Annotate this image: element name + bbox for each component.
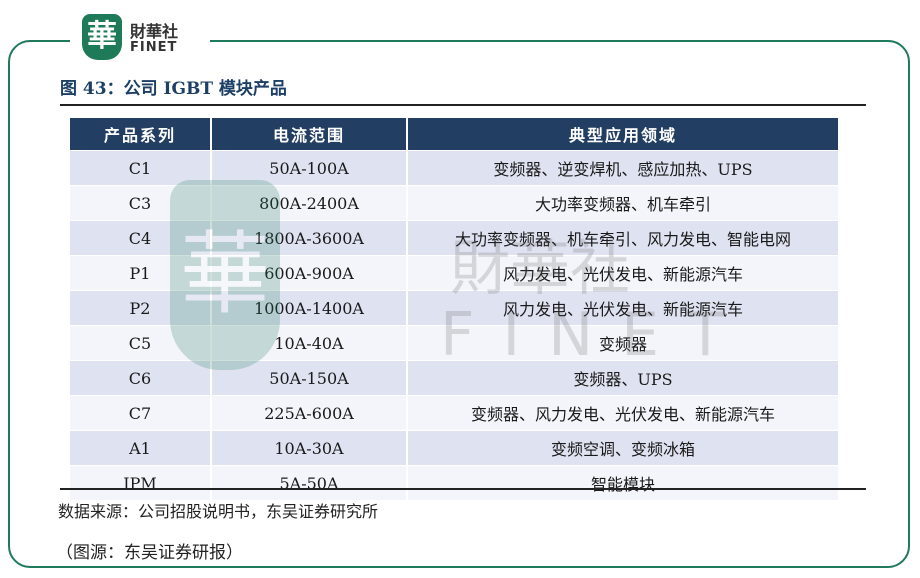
- table-row: P1 600A-900A 风力发电、光伏发电、新能源汽车: [70, 255, 838, 291]
- cell-applications: 大功率变频器、机车牵引、风力发电、智能电网: [407, 220, 838, 256]
- bottom-rule: [60, 488, 866, 490]
- table-row: C1 50A-100A 变频器、逆变焊机、感应加热、UPS: [70, 150, 838, 186]
- header-current-range: 电流范围: [211, 118, 408, 151]
- cell-applications: 变频器、逆变焊机、感应加热、UPS: [407, 150, 838, 186]
- header-product-series: 产品系列: [70, 118, 212, 151]
- cell-current: 225A-600A: [211, 395, 408, 431]
- cell-applications: 风力发电、光伏发电、新能源汽车: [407, 290, 838, 326]
- table-row: C3 800A-2400A 大功率变频器、机车牵引: [70, 185, 838, 221]
- table-row: C6 50A-150A 变频器、UPS: [70, 360, 838, 396]
- cell-series: C4: [70, 220, 212, 256]
- cell-series: C7: [70, 395, 212, 431]
- cell-current: 600A-900A: [211, 255, 408, 291]
- cell-current: 800A-2400A: [211, 185, 408, 221]
- cell-series: P2: [70, 290, 212, 326]
- igbt-product-table: 产品系列 电流范围 典型应用领域 C1 50A-100A 变频器、逆变焊机、感应…: [70, 118, 838, 500]
- cell-applications: 智能模块: [407, 465, 838, 500]
- table-row: C4 1800A-3600A 大功率变频器、机车牵引、风力发电、智能电网: [70, 220, 838, 256]
- cell-applications: 风力发电、光伏发电、新能源汽车: [407, 255, 838, 291]
- cell-series: A1: [70, 430, 212, 466]
- cell-series: C6: [70, 360, 212, 396]
- cell-current: 1800A-3600A: [211, 220, 408, 256]
- table-row: IPM 5A-50A 智能模块: [70, 465, 838, 500]
- logo-mark-icon: 華: [82, 14, 122, 60]
- card-frame: [8, 40, 910, 568]
- table-row: C5 10A-40A 变频器: [70, 325, 838, 361]
- cell-applications: 变频器: [407, 325, 838, 361]
- table-row: P2 1000A-1400A 风力发电、光伏发电、新能源汽车: [70, 290, 838, 326]
- cell-applications: 变频器、风力发电、光伏发电、新能源汽车: [407, 395, 838, 431]
- cell-applications: 变频器、UPS: [407, 360, 838, 396]
- cell-applications: 变频空调、变频冰箱: [407, 430, 838, 466]
- top-rule: [60, 104, 866, 106]
- cell-current: 5A-50A: [211, 465, 408, 500]
- finet-logo: 華 財華社 FINET: [70, 10, 210, 66]
- logo-name-en: FINET: [130, 40, 178, 55]
- cell-current: 10A-40A: [211, 325, 408, 361]
- cell-series: IPM: [70, 465, 212, 500]
- cell-series: C1: [70, 150, 212, 186]
- cell-current: 50A-150A: [211, 360, 408, 396]
- cell-applications: 大功率变频器、机车牵引: [407, 185, 838, 221]
- cell-series: C5: [70, 325, 212, 361]
- image-credit: （图源：东吴证券研报）: [56, 543, 243, 563]
- table-header-row: 产品系列 电流范围 典型应用领域: [70, 118, 838, 151]
- table-row: A1 10A-30A 变频空调、变频冰箱: [70, 430, 838, 466]
- cell-current: 10A-30A: [211, 430, 408, 466]
- data-source-note: 数据来源：公司招股说明书，东吴证券研究所: [58, 502, 379, 521]
- table-row: C7 225A-600A 变频器、风力发电、光伏发电、新能源汽车: [70, 395, 838, 431]
- cell-current: 50A-100A: [211, 150, 408, 186]
- cell-series: C3: [70, 185, 212, 221]
- figure-title: 图 43：公司 IGBT 模块产品: [60, 79, 287, 99]
- cell-series: P1: [70, 255, 212, 291]
- cell-current: 1000A-1400A: [211, 290, 408, 326]
- header-applications: 典型应用领域: [407, 118, 838, 151]
- logo-name-cn: 財華社: [130, 22, 179, 41]
